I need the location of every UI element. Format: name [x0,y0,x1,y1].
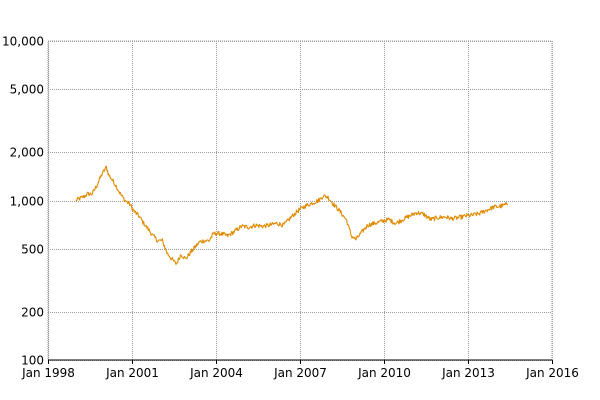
series-line [75,165,509,265]
x-tick-label: Jan 1998 [21,366,75,380]
y-tick-label: 1,000 [10,195,44,209]
x-axis: Jan 1998 Jan 2001 Jan 2004 Jan 2007 Jan 2010… [21,360,579,380]
y-axis: 100 200 500 1,000 2,000 5,000 10,000 [2,35,44,368]
x-tick-label: Jan 2010 [357,366,411,380]
x-tick-label: Jan 2007 [273,366,327,380]
y-tick-label: 500 [21,243,44,257]
y-tick-label: 2,000 [10,146,44,160]
series-layer [75,165,509,265]
x-tick-label: Jan 2001 [105,366,159,380]
x-tick-label: Jan 2004 [189,366,243,380]
y-tick-label: 10,000 [2,35,44,49]
x-tick-label: Jan 2016 [525,366,579,380]
x-tick-label: Jan 2013 [441,366,495,380]
y-tick-label: 5,000 [10,83,44,97]
y-tick-label: 200 [21,306,44,320]
y-tick-label: 100 [21,354,44,368]
